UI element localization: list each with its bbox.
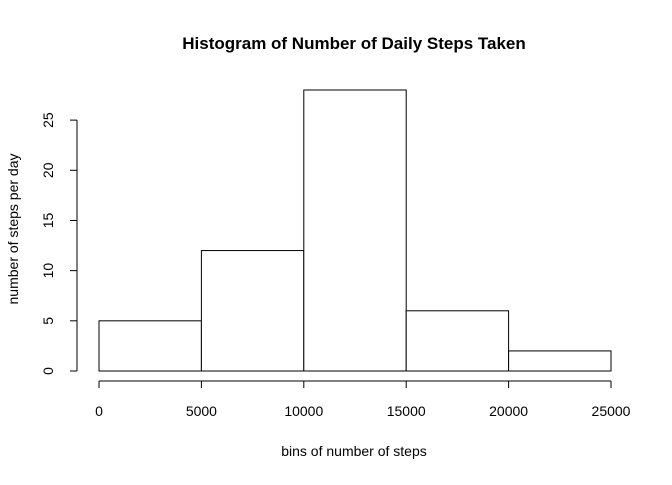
y-tick-label-5: 25: [40, 112, 56, 128]
chart-title: Histogram of Number of Daily Steps Taken: [182, 34, 526, 53]
x-axis: 0 5000 10000 15000 20000 25000: [95, 380, 631, 419]
x-tick-label-0: 0: [95, 403, 103, 419]
x-tick-label-1: 5000: [186, 403, 217, 419]
histogram-bar-2: [303, 89, 407, 372]
y-tick-label-0: 0: [40, 367, 56, 375]
histogram-bar-4: [508, 350, 612, 372]
y-tick-label-2: 10: [40, 263, 56, 279]
bars-group: [98, 89, 612, 372]
y-axis-label: number of steps per day: [5, 154, 21, 305]
y-axis: 0 5 10 15 20 25: [40, 112, 78, 375]
histogram-bar-1: [200, 250, 305, 372]
x-tick-label-4: 20000: [489, 403, 528, 419]
histogram-bar-0: [98, 320, 202, 372]
y-tick-label-1: 5: [40, 317, 56, 325]
x-tick-label-3: 15000: [387, 403, 426, 419]
y-tick-label-4: 20: [40, 162, 56, 178]
x-axis-label: bins of number of steps: [281, 443, 427, 459]
y-tick-label-3: 15: [40, 212, 56, 228]
histogram-bar-3: [405, 310, 510, 372]
x-tick-label-2: 10000: [284, 403, 323, 419]
x-tick-label-5: 25000: [592, 403, 631, 419]
